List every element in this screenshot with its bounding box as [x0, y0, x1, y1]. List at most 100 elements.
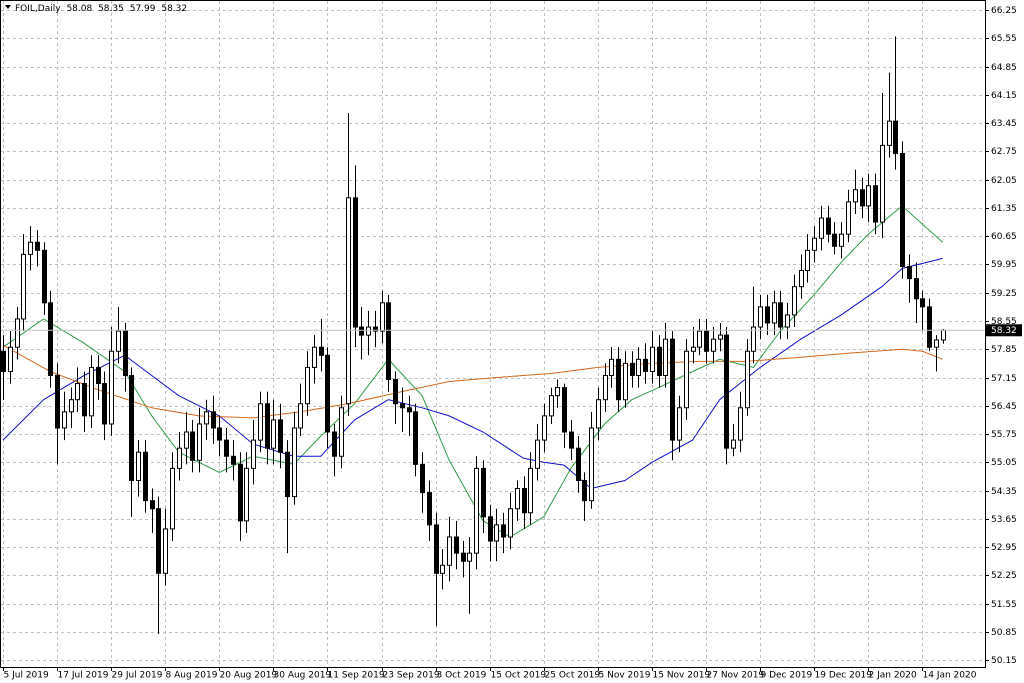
- candle-body: [393, 379, 398, 405]
- candle-body: [920, 298, 925, 308]
- y-tick-label: 56.45: [991, 402, 1017, 412]
- x-tick-label: 27 Nov 2019: [707, 671, 765, 681]
- candle-body: [650, 346, 655, 372]
- y-tick-label: 52.25: [991, 571, 1017, 581]
- candle-body: [846, 201, 851, 235]
- candle-body: [887, 120, 892, 146]
- candle-body: [927, 306, 932, 348]
- candle-body: [366, 326, 371, 336]
- y-tick-label: 51.55: [991, 600, 1017, 610]
- candle-body: [907, 265, 912, 280]
- candle-body: [163, 528, 168, 574]
- x-tick-label: 23 Sep 2019: [383, 671, 440, 681]
- candle-body: [839, 233, 844, 247]
- candle-body: [718, 334, 723, 340]
- candle-body: [224, 439, 229, 457]
- candle-body: [217, 427, 222, 441]
- y-tick-label: 59.95: [991, 260, 1017, 270]
- candle-body: [474, 467, 479, 554]
- x-tick-label: 20 Aug 2019: [220, 671, 278, 681]
- candle-body: [765, 306, 770, 324]
- y-tick-label: 50.85: [991, 628, 1017, 638]
- candle-body: [292, 427, 297, 498]
- y-tick-label: 57.15: [991, 374, 1017, 384]
- candle-body: [204, 411, 209, 425]
- candle-body: [751, 326, 756, 352]
- candle-body: [528, 467, 533, 514]
- candle-body: [636, 358, 641, 376]
- moving-average-line: [2, 344, 943, 419]
- x-tick-label: 15 Nov 2019: [653, 671, 711, 681]
- candle-body: [704, 330, 709, 352]
- candle-body: [413, 411, 418, 465]
- y-tick-label: 55.75: [991, 430, 1017, 440]
- candle-body: [258, 403, 263, 441]
- candle-body: [481, 467, 486, 518]
- y-tick-label: 50.15: [991, 656, 1017, 666]
- candle-body: [461, 552, 466, 562]
- candle-body: [170, 467, 175, 530]
- candle-body: [82, 383, 87, 417]
- candle-body: [116, 330, 121, 352]
- candle-body: [407, 407, 412, 413]
- candle-body: [494, 524, 499, 542]
- candle-body: [251, 439, 256, 469]
- candle-body: [278, 419, 283, 453]
- candle-body: [555, 387, 560, 397]
- candle-body: [190, 431, 195, 461]
- candle-body: [332, 431, 337, 457]
- candle-body: [96, 366, 101, 385]
- x-tick-label: 9 Dec 2019: [761, 671, 813, 681]
- chart-header: FOIL,Daily 58.08 58.35 57.99 58.32: [15, 4, 187, 14]
- candle-body: [589, 427, 594, 502]
- candle-body: [400, 403, 405, 409]
- candle-body: [231, 455, 236, 465]
- x-tick-label: 25 Oct 2019: [545, 671, 601, 681]
- x-tick-label: 29 Jul 2019: [112, 671, 163, 681]
- candle-body: [156, 508, 161, 574]
- candle-body: [853, 189, 858, 203]
- candle-body: [826, 217, 831, 235]
- candle-body: [62, 411, 67, 429]
- candle-body: [42, 249, 47, 304]
- candle-body: [603, 374, 608, 401]
- menu-icon[interactable]: [5, 5, 11, 9]
- candle-body: [623, 362, 628, 401]
- candle-body: [778, 302, 783, 328]
- candle-body: [380, 302, 385, 332]
- y-tick-label: 59.25: [991, 289, 1017, 299]
- x-tick-label: 14 Jan 2020: [923, 671, 977, 681]
- candle-body: [860, 189, 865, 207]
- candle-body: [522, 488, 527, 514]
- x-tick-label: 30 Aug 2019: [274, 671, 332, 681]
- candle-body: [353, 197, 358, 328]
- candle-body: [582, 479, 587, 502]
- candle-body: [934, 339, 939, 348]
- candle-body: [35, 241, 40, 251]
- candle-body: [609, 358, 614, 376]
- candle-body: [136, 451, 141, 481]
- candle-body: [373, 326, 378, 332]
- x-tick-label: 17 Jul 2019: [58, 671, 109, 681]
- candle-body: [893, 120, 898, 154]
- candle-body: [454, 536, 459, 554]
- candle-body: [298, 403, 303, 429]
- candle-body: [697, 330, 702, 348]
- candle-body: [792, 286, 797, 316]
- symbol-title: FOIL,Daily: [15, 4, 61, 14]
- candle-body: [211, 411, 216, 429]
- candle-body: [265, 403, 270, 449]
- candle-body: [542, 415, 547, 441]
- candle-body: [21, 253, 26, 320]
- candle-body: [724, 334, 729, 449]
- y-tick-label: 58.55: [991, 317, 1017, 327]
- candle-body: [677, 407, 682, 441]
- candle-body: [359, 326, 364, 336]
- candle-body: [339, 407, 344, 457]
- candle-body: [89, 366, 94, 417]
- candle-body: [129, 374, 134, 481]
- low-value: 57.99: [130, 4, 156, 14]
- y-tick-label: 62.75: [991, 147, 1017, 157]
- candle-body: [440, 564, 445, 574]
